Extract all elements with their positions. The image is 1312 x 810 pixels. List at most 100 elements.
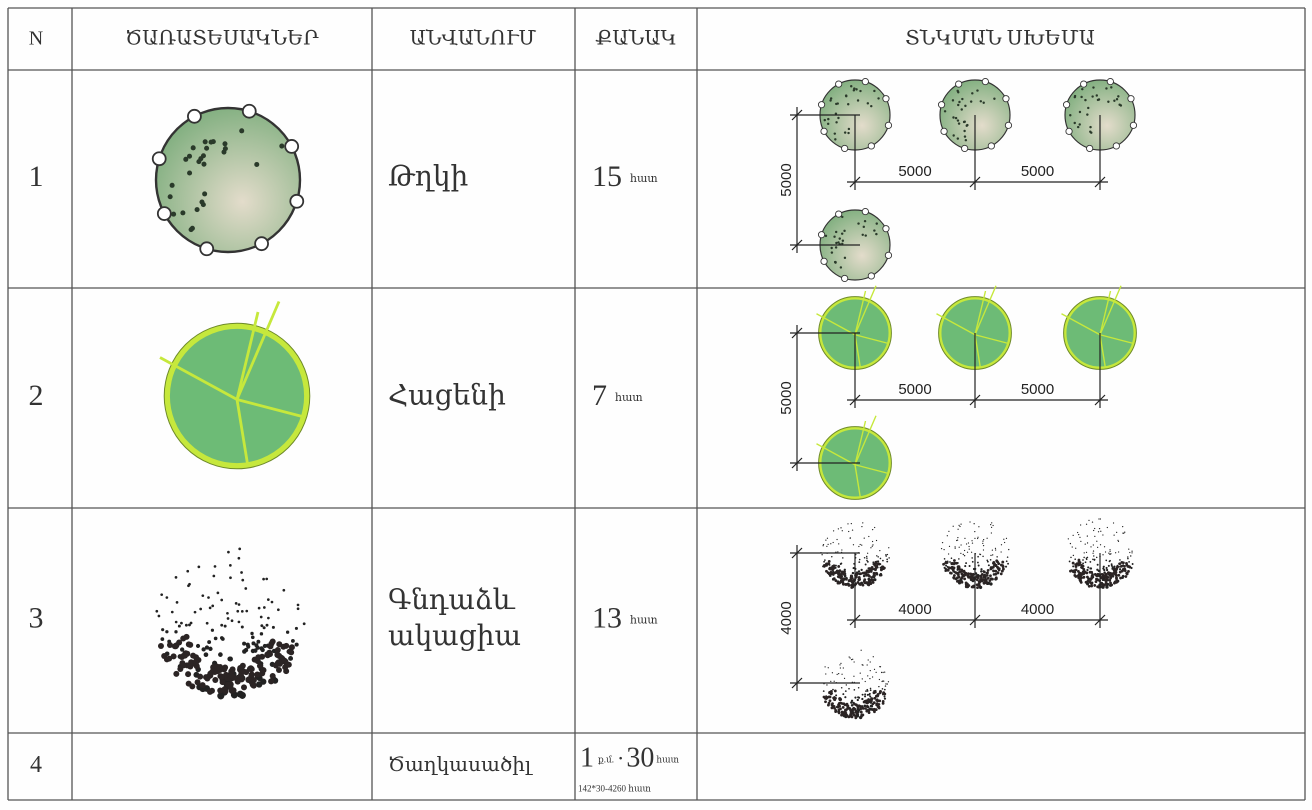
dot bbox=[191, 145, 196, 150]
stipple bbox=[1080, 541, 1081, 542]
stipple bbox=[251, 683, 257, 689]
stipple bbox=[992, 525, 993, 526]
stipple bbox=[860, 711, 863, 714]
stipple bbox=[260, 624, 263, 627]
stipple bbox=[879, 550, 880, 551]
stipple bbox=[863, 700, 866, 703]
stipple bbox=[1101, 576, 1104, 579]
stipple bbox=[235, 602, 238, 605]
stipple bbox=[205, 645, 209, 649]
stipple bbox=[1077, 564, 1080, 567]
stipple bbox=[1079, 537, 1080, 538]
stipple bbox=[985, 578, 988, 581]
stipple bbox=[1131, 552, 1132, 553]
stipple bbox=[992, 570, 995, 573]
dot bbox=[955, 117, 957, 119]
dot bbox=[1117, 95, 1119, 97]
stipple bbox=[199, 608, 202, 611]
quantity-value: 7 bbox=[592, 379, 607, 412]
stipple bbox=[827, 538, 828, 539]
quantity-unit: հատ bbox=[630, 173, 658, 185]
stipple bbox=[879, 679, 880, 680]
stipple bbox=[854, 697, 856, 699]
dot bbox=[824, 119, 826, 121]
stipple bbox=[207, 672, 213, 678]
stipple bbox=[1111, 563, 1113, 565]
stipple bbox=[881, 672, 882, 673]
stipple bbox=[953, 577, 956, 580]
stipple bbox=[953, 562, 956, 565]
stipple bbox=[842, 713, 845, 716]
notch bbox=[1063, 102, 1069, 108]
dot bbox=[1079, 111, 1081, 113]
stipple bbox=[211, 629, 214, 632]
dot bbox=[877, 97, 879, 99]
stipple bbox=[885, 685, 886, 686]
stipple bbox=[242, 649, 246, 653]
stipple bbox=[220, 624, 223, 627]
tree-name: Ծաղկասածիլ bbox=[388, 754, 533, 776]
header-cell: N bbox=[29, 28, 43, 50]
stipple bbox=[995, 548, 996, 549]
stipple bbox=[983, 545, 984, 546]
stipple bbox=[958, 571, 961, 574]
stipple bbox=[887, 683, 888, 684]
notch bbox=[962, 145, 968, 151]
stipple bbox=[221, 637, 225, 641]
stipple bbox=[227, 551, 230, 554]
stipple bbox=[869, 695, 871, 697]
stipple bbox=[864, 695, 866, 697]
dot bbox=[183, 157, 188, 162]
stipple bbox=[834, 579, 837, 582]
dot bbox=[837, 117, 839, 119]
stipple bbox=[858, 570, 860, 572]
dimension-label: 5000 bbox=[898, 163, 931, 180]
stipple bbox=[1116, 580, 1119, 583]
stipple bbox=[1113, 565, 1115, 567]
stipple bbox=[851, 659, 852, 660]
stipple bbox=[227, 656, 232, 661]
stipple bbox=[245, 610, 248, 613]
dot bbox=[1090, 131, 1092, 133]
stipple bbox=[982, 556, 983, 557]
notch bbox=[883, 96, 889, 102]
stipple bbox=[858, 561, 860, 563]
stipple bbox=[971, 557, 973, 559]
dot bbox=[958, 122, 960, 124]
stipple bbox=[969, 565, 971, 567]
stipple bbox=[175, 576, 178, 579]
stipple bbox=[1080, 524, 1081, 525]
stipple bbox=[958, 525, 959, 526]
dot bbox=[827, 123, 829, 125]
stipple bbox=[1109, 551, 1110, 552]
dot bbox=[993, 98, 995, 100]
dot bbox=[1096, 94, 1098, 96]
stipple bbox=[838, 697, 841, 700]
stipple bbox=[997, 562, 1000, 565]
stipple bbox=[260, 632, 263, 635]
notch bbox=[1003, 96, 1009, 102]
stipple bbox=[882, 688, 884, 690]
dot bbox=[187, 170, 192, 175]
stipple bbox=[877, 556, 878, 557]
stipple bbox=[1093, 555, 1094, 556]
stipple bbox=[1088, 580, 1091, 583]
stipple bbox=[291, 639, 295, 643]
stipple bbox=[883, 681, 884, 682]
stipple bbox=[960, 523, 961, 524]
stipple bbox=[1078, 534, 1079, 535]
quantity-unit: ք.մ. bbox=[598, 755, 614, 765]
table: N ԾԱՌԱՏԵՍԱԿՆԵՐ ԱՆՎԱՆՈՒՄ ՔԱՆԱԿ ՏՆԿՄԱՆ ՍԽԵ… bbox=[0, 0, 1312, 810]
dot bbox=[843, 230, 845, 232]
stipple bbox=[870, 688, 872, 690]
stipple bbox=[852, 713, 855, 716]
stipple bbox=[1105, 580, 1108, 583]
stipple bbox=[254, 643, 258, 647]
stipple bbox=[180, 647, 184, 651]
stipple bbox=[868, 711, 871, 714]
stipple bbox=[194, 611, 197, 614]
dot bbox=[839, 237, 841, 239]
stipple bbox=[867, 664, 868, 665]
stipple bbox=[968, 546, 969, 547]
stipple bbox=[238, 621, 241, 624]
